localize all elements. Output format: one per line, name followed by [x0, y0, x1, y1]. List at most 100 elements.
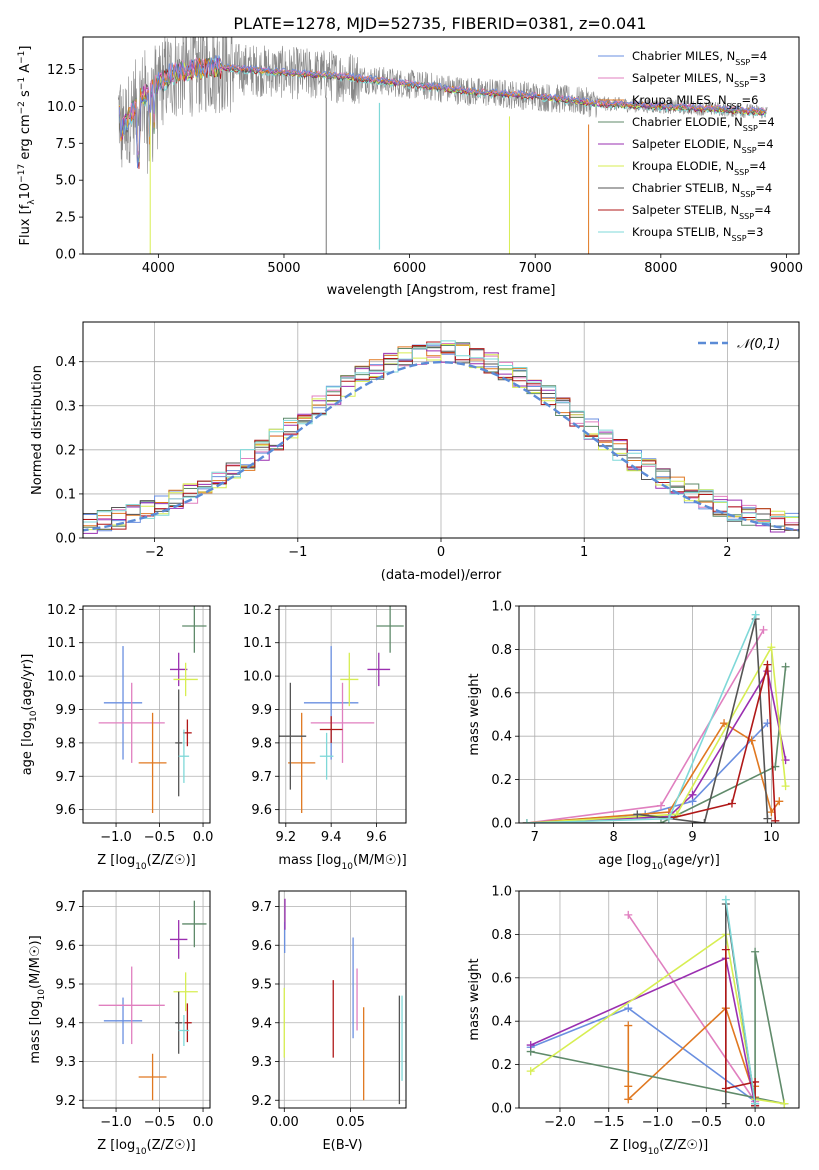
- y-axis-label: Flux [fλ10−17 erg cm−2 s−1 A−1]: [17, 46, 37, 246]
- y-tick-label: 9.5: [251, 978, 272, 993]
- legend-entry-salp_elodie: Salpeter ELODIE, NSSP=4: [632, 137, 774, 155]
- point-krou_elodie: [526, 1067, 535, 1076]
- y-tick-label: 9.7: [55, 770, 76, 785]
- mass_vs_Z-panel: −1.0 −0.5 0.0 9.2 9.3 9.4 9.5 9.6 9.7 Z [log10(Z/…: [28, 890, 214, 1157]
- y-tick-label: 9.6: [251, 803, 272, 818]
- y-tick-label: 9.6: [55, 939, 76, 954]
- x-tick-label: −1: [288, 545, 307, 560]
- plot-area: [83, 340, 799, 537]
- y-tick-label: 9.3: [55, 1055, 76, 1070]
- y-tick-label: 0.2: [55, 443, 76, 458]
- point-krou_elodie: [767, 643, 776, 652]
- x-axis-label: Z [log10(Z/Z☉)]: [97, 853, 195, 872]
- y-tick-label: 1.0: [491, 600, 512, 615]
- y-tick-label: 0.4: [491, 1015, 512, 1030]
- y-tick-label: 1.0: [491, 885, 512, 900]
- series-krou_miles: [526, 722, 780, 823]
- point-salp_stelib: [721, 945, 730, 954]
- series-krou_stelib: [526, 614, 757, 823]
- point-salp_elodie: [688, 790, 697, 799]
- axes-frame: [82, 890, 211, 1109]
- y-tick-label: 0.0: [491, 817, 512, 832]
- point-krou_stelib: [721, 895, 730, 904]
- y-axis-label: age [log10(age/yr)]: [20, 654, 39, 776]
- axes-frame: [82, 36, 800, 255]
- x-tick-label: 6000: [393, 261, 426, 276]
- x-axis-label: wavelength [Angstrom, rest frame]: [327, 283, 556, 298]
- y-tick-label: 9.9: [251, 703, 272, 718]
- model-chab_miles: [119, 55, 767, 169]
- x-tick-label: −1.0: [100, 830, 132, 845]
- point-krou_stelib: [751, 1099, 760, 1108]
- y-tick-label: 0.0: [55, 532, 76, 547]
- y-tick-label: 10.2: [243, 603, 272, 618]
- point-krou_miles: [767, 808, 776, 817]
- normal-curve: [83, 360, 799, 532]
- x-tick-label: 0.0: [745, 1115, 766, 1130]
- y-axis-label: Normed distribution: [30, 365, 45, 495]
- plot-area: [522, 610, 790, 823]
- x-tick-label: 7000: [519, 261, 552, 276]
- x-axis-label: (data-model)/error: [381, 568, 502, 583]
- point-chab_elodie: [751, 947, 760, 956]
- point-krou_elodie: [780, 1099, 789, 1108]
- y-tick-label: 5.0: [55, 174, 76, 189]
- x-axis-label: mass [log10(M/M☉)]: [278, 853, 406, 872]
- y-tick-label: 9.7: [55, 900, 76, 915]
- y-tick-label: 9.2: [55, 1094, 76, 1109]
- x-tick-label: −2.0: [544, 1115, 576, 1130]
- series-chab_miles: [530, 1007, 756, 1103]
- point-salp_stelib: [763, 660, 772, 669]
- y-tick-label: 0.6: [491, 686, 512, 701]
- x-tick-label: −0.5: [144, 1115, 176, 1130]
- x-tick-label: −0.5: [144, 830, 176, 845]
- point-krou_stelib: [664, 814, 673, 823]
- y-tick-label: 9.8: [251, 736, 272, 751]
- point-krou_stelib: [522, 819, 531, 823]
- point-krou_miles: [747, 736, 756, 745]
- x-tick-label: 7: [531, 830, 539, 845]
- legend-entry-chab_elodie: Chabrier ELODIE, NSSP=4: [632, 115, 775, 133]
- point-salp_stelib: [771, 816, 780, 823]
- y-axis-label: mass [log10(M/M☉)]: [28, 935, 47, 1063]
- y-tick-label: 10.0: [47, 670, 76, 685]
- legend-entry-krou_elodie: Kroupa ELODIE, NSSP=4: [632, 159, 766, 177]
- legend-entry-salp_stelib: Salpeter STELIB, NSSP=4: [632, 203, 771, 221]
- legend-entry-krou_miles: Kroupa MILES, NSSP=6: [632, 93, 758, 111]
- x-tick-label: 0.05: [336, 1115, 365, 1130]
- y-tick-label: 0.2: [491, 1058, 512, 1073]
- x-tick-label: −1.0: [642, 1115, 674, 1130]
- y-tick-label: 10.0: [47, 100, 76, 115]
- y-tick-label: 0.3: [55, 399, 76, 414]
- point-salp_miles: [624, 910, 633, 919]
- y-tick-label: 9.9: [55, 703, 76, 718]
- y-tick-label: 0.1: [55, 487, 76, 502]
- point-chab_stelib: [763, 814, 772, 823]
- y-tick-label: 9.6: [55, 803, 76, 818]
- plot-area: [283, 898, 403, 1105]
- y-tick-label: 9.2: [251, 1094, 272, 1109]
- y-axis-label: mass weight: [467, 958, 482, 1040]
- y-axis-label: mass weight: [467, 673, 482, 755]
- x-tick-label: 10: [763, 830, 780, 845]
- x-tick-label: 0.0: [193, 1115, 214, 1130]
- x-tick-label: 9.2: [275, 830, 296, 845]
- series-salp_stelib: [725, 949, 756, 1106]
- y-tick-label: 0.4: [55, 355, 76, 370]
- y-tick-label: 7.5: [55, 137, 76, 152]
- y-tick-label: 9.8: [55, 736, 76, 751]
- x-tick-label: 8: [610, 830, 618, 845]
- legend-entry-normal: 𝒩(0,1): [737, 337, 780, 352]
- point-chab_elodie: [656, 819, 665, 823]
- x-tick-label: −2: [145, 545, 164, 560]
- y-tick-label: 12.5: [47, 63, 76, 78]
- plot-area: [117, 37, 768, 254]
- y-tick-label: 9.7: [251, 900, 272, 915]
- y-tick-label: 10.1: [47, 636, 76, 651]
- plot-area: [279, 606, 404, 813]
- y-tick-label: 10.1: [243, 636, 272, 651]
- y-tick-label: 0.8: [491, 928, 512, 943]
- x-tick-label: 2: [723, 545, 731, 560]
- x-tick-label: 1: [580, 545, 588, 560]
